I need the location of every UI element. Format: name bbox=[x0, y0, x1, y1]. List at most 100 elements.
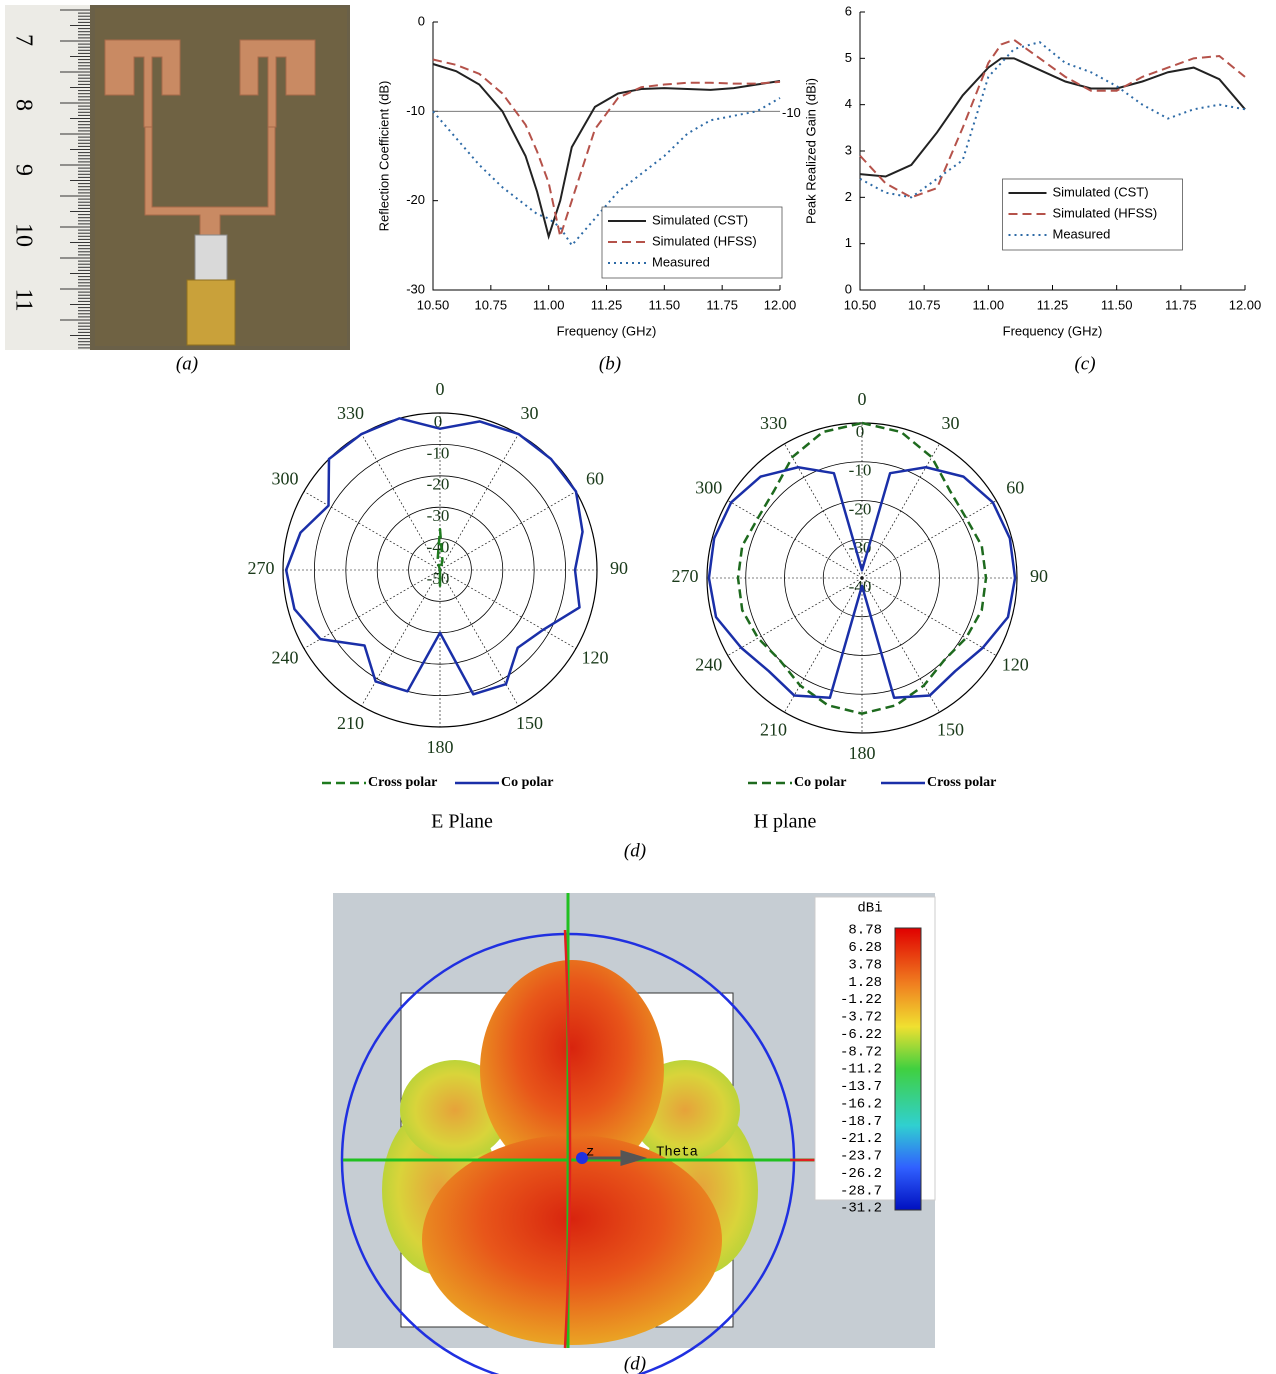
x-tick-label: 11.00 bbox=[533, 297, 565, 312]
r-tick-label: -50 bbox=[427, 569, 450, 588]
y-tick-label: 0 bbox=[845, 281, 852, 296]
grid-spoke bbox=[862, 578, 996, 656]
x-tick-label: 10.75 bbox=[475, 297, 508, 312]
legend-label: Simulated (HFSS) bbox=[1053, 205, 1158, 220]
colorbar-tick-label: -6.22 bbox=[840, 1027, 882, 1043]
angle-tick-label: 240 bbox=[695, 655, 722, 675]
angle-tick-label: 210 bbox=[760, 719, 787, 739]
x-axis-label: Frequency (GHz) bbox=[1003, 323, 1103, 338]
x-tick-label: 11.25 bbox=[1037, 297, 1069, 312]
subtitle: H plane bbox=[754, 811, 817, 833]
colorbar-tick-label: -26.2 bbox=[840, 1166, 882, 1182]
caption: (c) bbox=[1074, 353, 1095, 374]
grid-spoke bbox=[304, 492, 440, 571]
colorbar-tick-label: -21.2 bbox=[840, 1131, 882, 1147]
legend-label: Measured bbox=[652, 254, 710, 269]
r-tick-label: -20 bbox=[427, 475, 450, 494]
y-tick-label: 5 bbox=[845, 50, 852, 65]
angle-tick-label: 150 bbox=[516, 713, 543, 733]
colorbar-tick-label: -23.7 bbox=[840, 1149, 882, 1165]
axis-label: z bbox=[586, 1145, 594, 1161]
series-line bbox=[860, 40, 1245, 198]
angle-tick-label: 30 bbox=[942, 413, 960, 433]
x-tick-label: 11.25 bbox=[591, 297, 623, 312]
angle-tick-label: 300 bbox=[695, 478, 722, 498]
colorbar-tick-label: -8.72 bbox=[840, 1044, 882, 1060]
grid-spoke bbox=[440, 434, 519, 570]
angle-tick-label: 0 bbox=[858, 389, 867, 409]
colorbar-tick-label: 6.28 bbox=[848, 940, 882, 956]
y-tick-label: 0 bbox=[418, 13, 425, 28]
colorbar-tick-label: -13.7 bbox=[840, 1079, 882, 1095]
y-tick-label: 2 bbox=[845, 189, 852, 204]
axis-label: Theta bbox=[656, 1145, 698, 1161]
angle-tick-label: 330 bbox=[337, 403, 364, 423]
caption: (a) bbox=[176, 353, 198, 374]
colorbar bbox=[895, 928, 921, 1210]
subtitle: E Plane bbox=[431, 811, 493, 833]
legend-label: Co polar bbox=[794, 775, 847, 790]
ruler-label: 10 bbox=[10, 223, 36, 247]
x-tick-label: 10.50 bbox=[844, 297, 877, 312]
colorbar-tick-label: -18.7 bbox=[840, 1114, 882, 1130]
legend-label: Measured bbox=[1053, 226, 1111, 241]
colorbar-tick-label: -11.2 bbox=[840, 1062, 882, 1078]
y-tick-label: 1 bbox=[845, 235, 852, 250]
reference-label: -10 bbox=[782, 105, 801, 120]
legend-label: Co polar bbox=[501, 775, 554, 790]
x-tick-label: 12.00 bbox=[764, 297, 797, 312]
y-tick-label: 4 bbox=[845, 96, 852, 111]
grid-spoke bbox=[728, 578, 862, 656]
angle-tick-label: 270 bbox=[672, 566, 699, 586]
grid-spoke bbox=[728, 501, 862, 579]
angle-tick-label: 90 bbox=[1030, 566, 1048, 586]
grid-spoke bbox=[362, 570, 441, 706]
angle-tick-label: 120 bbox=[1002, 655, 1029, 675]
y-tick-label: -20 bbox=[406, 192, 425, 207]
grid-spoke bbox=[440, 570, 519, 706]
r-tick-label: -10 bbox=[849, 461, 872, 480]
grid-spoke bbox=[440, 492, 576, 571]
angle-tick-label: 180 bbox=[849, 743, 876, 763]
y-axis-label: Peak Realized Gain (dBi) bbox=[803, 78, 818, 224]
angle-tick-label: 150 bbox=[937, 719, 964, 739]
legend-label: Simulated (CST) bbox=[652, 212, 748, 227]
ruler-label: 7 bbox=[10, 34, 36, 46]
x-axis-label: Frequency (GHz) bbox=[557, 323, 657, 338]
angle-tick-label: 210 bbox=[337, 713, 364, 733]
angle-tick-label: 120 bbox=[582, 648, 609, 668]
x-tick-label: 10.50 bbox=[417, 297, 450, 312]
y-tick-label: 6 bbox=[845, 3, 852, 18]
caption: (d) bbox=[624, 1353, 646, 1374]
caption: (d) bbox=[624, 840, 646, 861]
legend-label: Cross polar bbox=[368, 775, 437, 790]
legend-label: Cross polar bbox=[927, 775, 996, 790]
caption: (b) bbox=[599, 353, 621, 374]
grid-spoke bbox=[862, 501, 996, 579]
grid-spoke bbox=[304, 570, 440, 649]
grid-spoke bbox=[785, 578, 863, 712]
colorbar-tick-label: 8.78 bbox=[848, 923, 882, 939]
series-line bbox=[860, 42, 1245, 197]
r-tick-label: -10 bbox=[427, 443, 450, 462]
angle-tick-label: 330 bbox=[760, 413, 787, 433]
colorbar-tick-label: -16.2 bbox=[840, 1096, 882, 1112]
x-tick-label: 11.75 bbox=[706, 297, 738, 312]
colorbar-tick-label: 1.28 bbox=[848, 975, 882, 991]
r-tick-label: -30 bbox=[427, 506, 450, 525]
legend-label: Simulated (CST) bbox=[1053, 184, 1149, 199]
y-axis-label: Reflection Coefficient (dB) bbox=[376, 81, 391, 232]
colorbar-tick-label: -1.22 bbox=[840, 992, 882, 1008]
angle-tick-label: 60 bbox=[586, 469, 604, 489]
colorbar-tick-label: -28.7 bbox=[840, 1183, 882, 1199]
x-tick-label: 11.75 bbox=[1165, 297, 1197, 312]
legend-label: Simulated (HFSS) bbox=[652, 233, 757, 248]
x-tick-label: 11.50 bbox=[1101, 297, 1133, 312]
angle-tick-label: 270 bbox=[248, 558, 275, 578]
angle-tick-label: 300 bbox=[271, 469, 298, 489]
r-tick-label: -20 bbox=[849, 499, 872, 518]
figure: 7891011(a)10.5010.7511.0011.2511.5011.75… bbox=[0, 0, 1276, 1374]
colorbar-tick-label: 3.78 bbox=[848, 957, 882, 973]
colorbar-tick-label: -31.2 bbox=[840, 1201, 882, 1217]
x-tick-label: 12.00 bbox=[1229, 297, 1262, 312]
